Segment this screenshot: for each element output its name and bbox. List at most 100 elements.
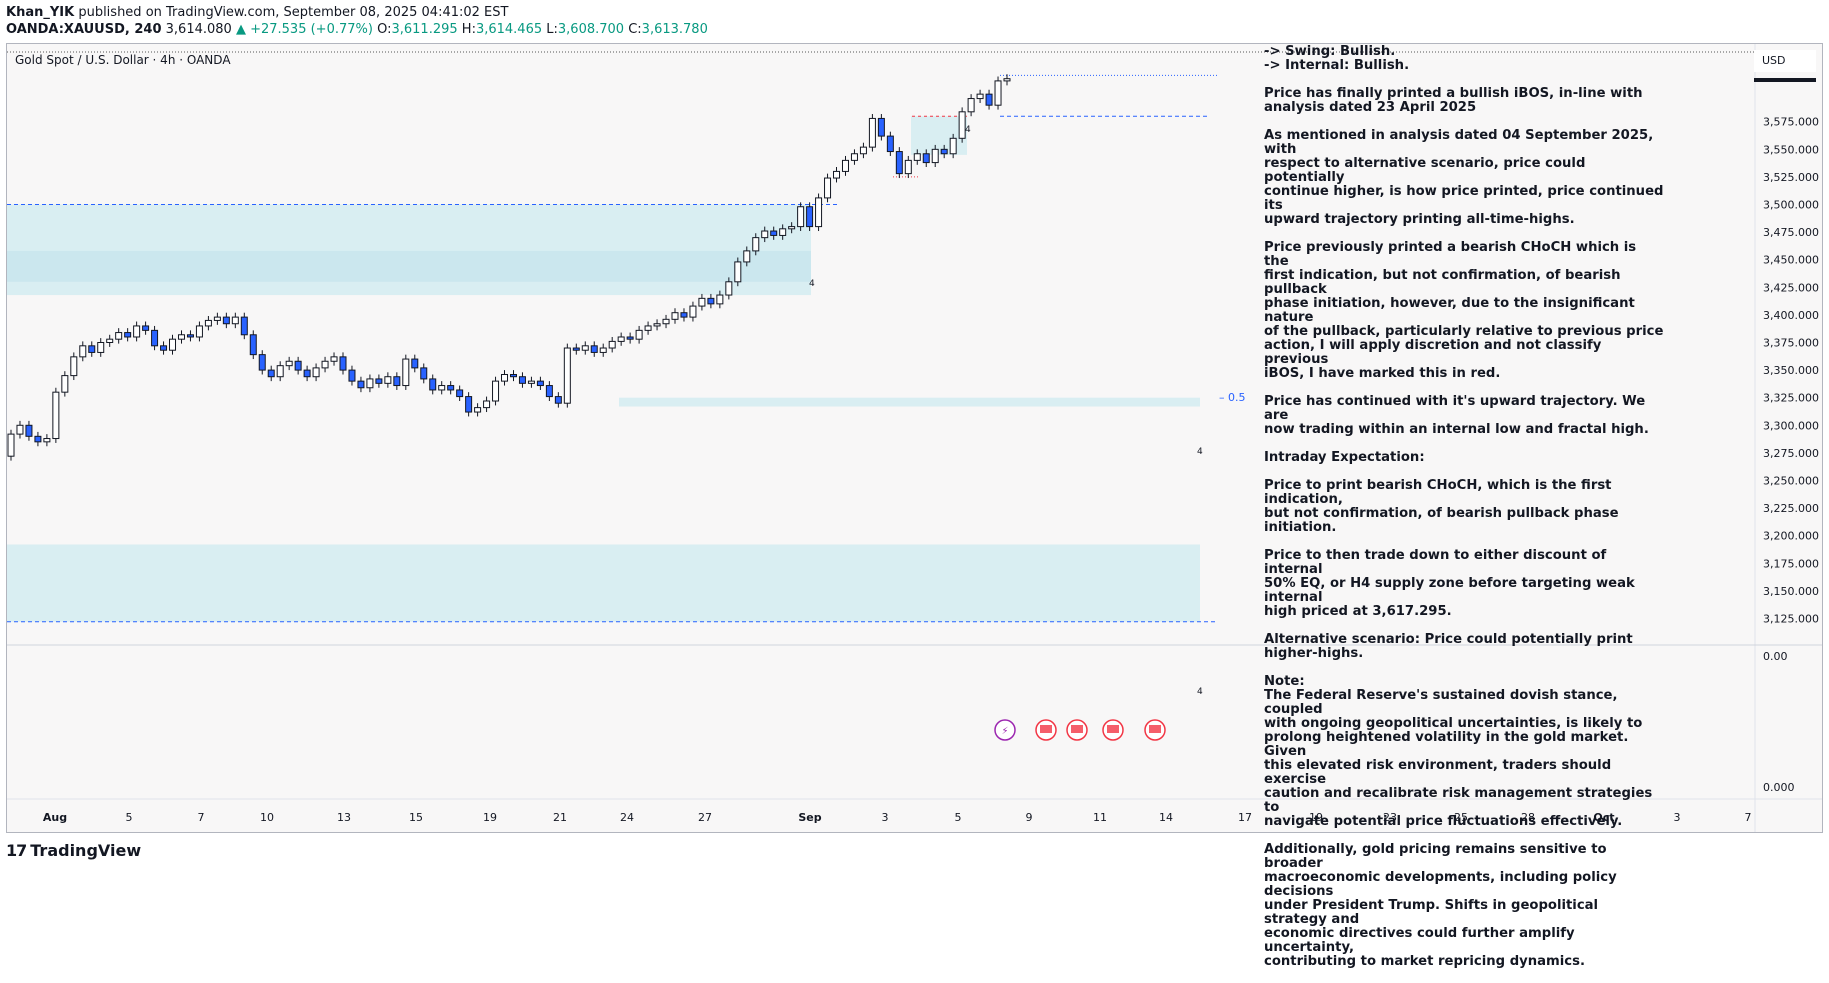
price-tick-label: 3,525.000 (1763, 171, 1819, 184)
candle-body (940, 148, 948, 155)
price-tick-label: 3,150.000 (1763, 585, 1819, 598)
dividend-event-icon[interactable] (994, 719, 1016, 741)
candle-body (752, 237, 760, 252)
price-tick-label: 3,500.000 (1763, 199, 1819, 212)
candle-body (402, 358, 410, 387)
candle-body (770, 230, 778, 236)
high-value: 3,614.465 (475, 22, 543, 37)
candle-body (357, 380, 365, 389)
note-paragraph: -> Swing: Bullish. -> Internal: Bullish. (1264, 44, 1410, 73)
candle-body (949, 137, 957, 155)
note-paragraph: Price previously printed a bearish CHoCH… (1264, 240, 1664, 381)
price-tick-label: 3,450.000 (1763, 254, 1819, 267)
supply-demand-zone (911, 116, 967, 155)
time-tick-label: 10 (260, 811, 274, 824)
candle-body (142, 325, 150, 331)
candle-body (868, 117, 876, 148)
chart-header: Khan_YIK published on TradingView.com, S… (6, 4, 708, 38)
candle-body (106, 338, 114, 344)
candle-body (545, 385, 553, 398)
candle-body (384, 376, 392, 384)
candle-body (438, 385, 446, 391)
price-tick-label: 3,425.000 (1763, 281, 1819, 294)
candle-body (536, 380, 544, 387)
price-chart[interactable]: 3,575.000 3,550.000 3,525.000 3,500.000 3,47… (7, 44, 1822, 832)
candle-body (7, 433, 15, 457)
chart-panel[interactable]: 3,575.000 3,550.000 3,525.000 3,500.000 3,47… (6, 43, 1823, 833)
price-tick-label: 3,125.000 (1763, 612, 1819, 625)
time-tick-label: 25 (1454, 811, 1468, 824)
candle-body (285, 360, 293, 367)
candle-body (671, 312, 679, 320)
candle-body (509, 374, 517, 378)
candle-body (429, 378, 437, 391)
candle-body (976, 93, 984, 100)
candle-body (617, 336, 625, 342)
candle-body (689, 305, 697, 318)
time-tick-label: Sep (798, 811, 821, 824)
candle-body (492, 380, 500, 402)
published-text: published on TradingView.com, September … (78, 5, 509, 20)
price-tick-label: 3,350.000 (1763, 364, 1819, 377)
price-change: +27.535 (+0.77%) (250, 22, 373, 37)
time-tick-label: 27 (698, 811, 712, 824)
candle-body (465, 396, 473, 413)
candle-body (447, 385, 455, 391)
footer-brand[interactable]: 17 TradingView (6, 841, 141, 860)
candle-body (43, 438, 51, 443)
brand-name: TradingView (30, 841, 142, 860)
candle-body (967, 98, 975, 113)
author-name[interactable]: Khan_YIK (6, 5, 75, 20)
candle-body (985, 93, 993, 106)
candle-body (169, 338, 177, 351)
time-tick-label: 14 (1159, 811, 1173, 824)
candle-body (34, 435, 42, 443)
candle-body (312, 367, 320, 378)
candle-body (833, 170, 841, 179)
candle-body (177, 334, 185, 340)
candle-body (716, 294, 724, 305)
flag-stripes-icon (1107, 725, 1119, 733)
candle-body (160, 345, 168, 351)
time-tick-label: 5 (955, 811, 962, 824)
candle-body (761, 230, 769, 239)
candle-body (124, 332, 132, 338)
candle-body (366, 378, 374, 389)
candle-body (886, 135, 894, 153)
candle-body (904, 159, 912, 175)
candle-body (249, 334, 257, 356)
note-paragraph: As mentioned in analysis dated 04 Septem… (1264, 128, 1664, 227)
candle-body (348, 369, 356, 382)
candle-body (707, 297, 715, 305)
candle-body (922, 153, 930, 164)
close-label: C: (628, 22, 642, 37)
price-tick-label: 3,575.000 (1763, 116, 1819, 129)
candle-body (734, 261, 742, 283)
candle-body (527, 380, 535, 384)
symbol-label[interactable]: OANDA:XAUUSD, 240 (6, 22, 162, 37)
candle-body (824, 177, 832, 199)
time-tick-label: 21 (553, 811, 567, 824)
time-tick-label: 11 (1093, 811, 1107, 824)
candle-body (572, 347, 580, 351)
candle-body (25, 424, 33, 437)
candle-body (626, 336, 634, 340)
low-label: L: (546, 22, 558, 37)
candle-body (411, 358, 419, 369)
last-price: 3,614.080 (165, 22, 232, 37)
candle-body (725, 281, 733, 296)
last-price-marker (1754, 78, 1816, 82)
time-tick-label: 24 (620, 811, 634, 824)
candle-body (420, 367, 428, 380)
candle-body (653, 323, 661, 327)
currency-tag[interactable]: USD (1754, 50, 1816, 72)
note-paragraph: Price to then trade down to either disco… (1264, 548, 1635, 619)
candle-body (815, 197, 823, 228)
candle-body (608, 340, 616, 349)
note-paragraph: Alternative scenario: Price could potent… (1264, 632, 1633, 661)
candle-body (276, 365, 284, 378)
candle-body (877, 117, 885, 137)
candle-body (258, 354, 266, 371)
analysis-notes: -> Swing: Bullish. -> Internal: Bullish.… (1264, 45, 1664, 983)
price-tick-label: 3,550.000 (1763, 143, 1819, 156)
